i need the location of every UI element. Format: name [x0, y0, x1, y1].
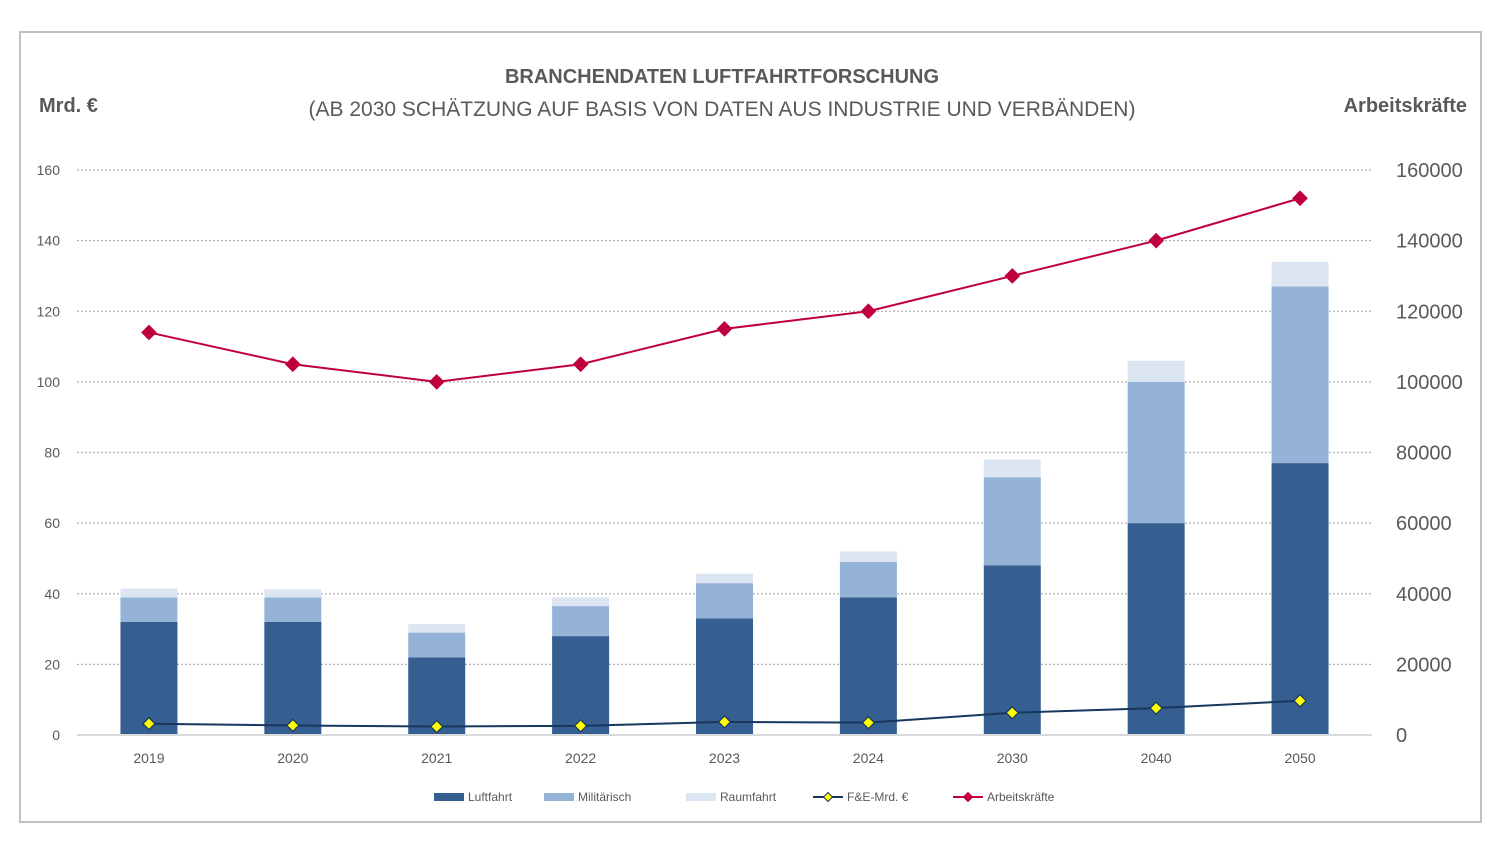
marker-fe-mrd-2023 [717, 715, 732, 729]
bar-luftfahrt-2024 [839, 597, 897, 735]
bar-milit-risch-2020 [264, 597, 322, 622]
legend-label-milit-risch: Militärisch [578, 790, 631, 804]
bar-raumfahrt-2030 [983, 459, 1041, 478]
marker-fe-mrd-2024 [861, 715, 876, 730]
x-tick-label: 2019 [133, 750, 164, 766]
marker-arbeitskraefte-2040 [1148, 232, 1165, 249]
bar-luftfahrt-2022 [552, 636, 610, 735]
y-tick-label-left: 160 [37, 162, 61, 178]
y-tick-label-left: 100 [37, 374, 61, 390]
legend-swatch-luftfahrt [434, 793, 464, 801]
marker-arbeitskraefte-2023 [716, 321, 733, 337]
bar-milit-risch-2022 [552, 606, 610, 637]
y-tick-label-left: 0 [52, 727, 60, 743]
x-tick-label: 2030 [997, 750, 1028, 766]
marker-arbeitskraefte-2024 [860, 303, 877, 320]
bar-raumfahrt-2022 [552, 597, 610, 607]
axes: 0204060801001201401600200004000060000800… [37, 160, 1463, 766]
bar-luftfahrt-2019 [120, 622, 178, 735]
lines [141, 190, 1308, 734]
bar-milit-risch-2021 [408, 632, 466, 658]
bar-raumfahrt-2050 [1271, 261, 1329, 287]
bar-raumfahrt-2023 [696, 573, 753, 584]
bar-milit-risch-2030 [983, 477, 1041, 566]
bars [120, 261, 1329, 735]
legend-marker-arbeitskr-fte [962, 791, 974, 803]
x-tick-label: 2020 [277, 750, 308, 766]
x-tick-label: 2021 [421, 750, 452, 766]
legend-label-luftfahrt: Luftfahrt [468, 790, 513, 804]
marker-fe-mrd-2020 [285, 718, 300, 733]
x-tick-label: 2022 [565, 750, 596, 766]
legend-marker-f-e-mrd- [822, 791, 834, 803]
x-tick-label: 2040 [1141, 750, 1172, 766]
marker-fe-mrd-2019 [142, 716, 156, 731]
y-tick-label-right: 80000 [1396, 443, 1452, 465]
legend-label-f-e-mrd-: F&E-Mrd. € [847, 790, 909, 804]
bar-raumfahrt-2020 [264, 589, 322, 598]
y-tick-label-right: 60000 [1396, 513, 1452, 535]
bar-milit-risch-2050 [1271, 286, 1329, 464]
legend-label-arbeitskr-fte: Arbeitskräfte [987, 790, 1055, 804]
bar-luftfahrt-2050 [1271, 463, 1329, 735]
y-tick-label-right: 20000 [1396, 654, 1452, 676]
bar-raumfahrt-2021 [408, 624, 466, 633]
marker-fe-mrd-2030 [1005, 705, 1020, 720]
x-tick-label: 2024 [853, 750, 884, 766]
bar-milit-risch-2024 [839, 561, 897, 598]
y-tick-label-right: 100000 [1396, 372, 1463, 394]
legend-swatch-milit-risch [544, 793, 574, 801]
chart-title: BRANCHENDATEN LUFTFAHRTFORSCHUNG [505, 66, 939, 88]
bar-milit-risch-2040 [1127, 381, 1185, 524]
y-tick-label-left: 40 [44, 586, 60, 602]
x-tick-label: 2050 [1284, 750, 1315, 766]
marker-fe-mrd-2040 [1149, 701, 1164, 716]
y-tick-label-left: 20 [44, 656, 60, 672]
y-tick-label-right: 0 [1396, 725, 1407, 747]
bar-raumfahrt-2024 [839, 551, 897, 562]
y-tick-label-right: 120000 [1396, 301, 1463, 323]
chart-subtitle: (AB 2030 SCHÄTZUNG AUF BASIS VON DATEN A… [309, 98, 1136, 121]
x-tick-label: 2023 [709, 750, 740, 766]
y-tick-label-left: 120 [37, 303, 61, 319]
marker-arbeitskraefte-2020 [284, 356, 301, 373]
bar-luftfahrt-2040 [1127, 523, 1185, 735]
bar-milit-risch-2019 [120, 597, 178, 622]
legend: Luftfahrt Militärisch Raumfahrt F&E-Mrd. € A… [434, 790, 1055, 804]
marker-fe-mrd-2021 [429, 719, 444, 734]
y-axis-title-right: Arbeitskräfte [1344, 95, 1467, 117]
bar-milit-risch-2023 [696, 583, 753, 619]
marker-arbeitskraefte-2050 [1292, 190, 1308, 207]
bar-raumfahrt-2019 [120, 588, 178, 598]
marker-arbeitskraefte-2022 [572, 356, 589, 373]
y-tick-label-left: 140 [37, 233, 61, 249]
y-tick-label-left: 80 [44, 445, 60, 461]
bar-luftfahrt-2020 [264, 622, 322, 735]
legend-swatch-raumfahrt [686, 793, 716, 801]
marker-arbeitskraefte-2019 [141, 324, 157, 341]
y-tick-label-left: 60 [44, 515, 60, 531]
y-tick-label-right: 160000 [1396, 160, 1463, 182]
marker-fe-mrd-2022 [573, 718, 588, 733]
legend-label-raumfahrt: Raumfahrt [720, 790, 777, 804]
bar-raumfahrt-2040 [1127, 360, 1185, 382]
marker-fe-mrd-2050 [1293, 693, 1307, 708]
y-tick-label-right: 140000 [1396, 231, 1463, 253]
y-axis-title-left: Mrd. € [39, 95, 98, 117]
y-tick-label-right: 40000 [1396, 584, 1452, 606]
marker-arbeitskraefte-2030 [1004, 268, 1021, 284]
line-arbeitskraefte [148, 197, 1301, 383]
marker-arbeitskraefte-2021 [428, 374, 445, 390]
